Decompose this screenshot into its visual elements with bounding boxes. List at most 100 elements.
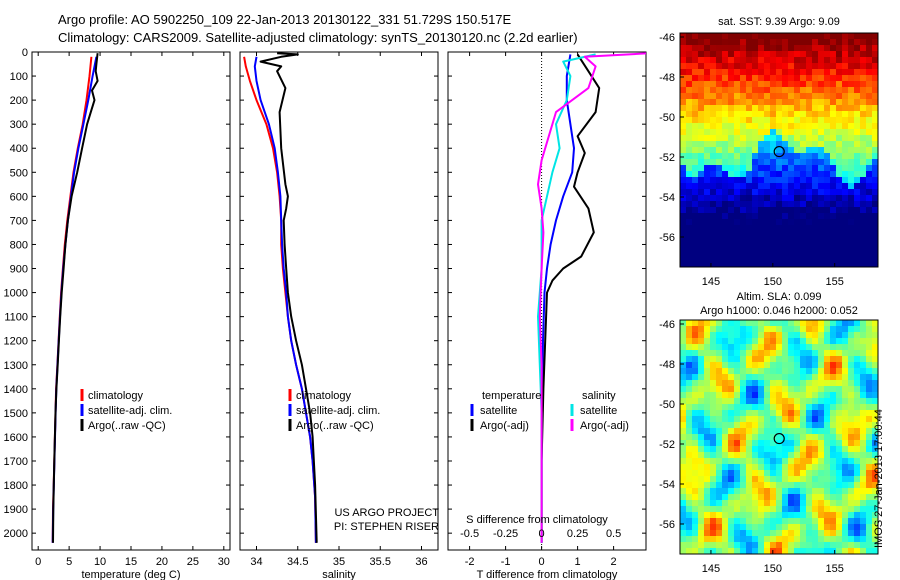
heatmap-cell [728,183,734,189]
heatmap-cell [818,428,824,434]
heatmap-cell [728,512,734,518]
annotation-text: PI: STEPHEN RISER [334,521,439,533]
heatmap-cell [722,69,728,75]
heatmap-cells [680,320,878,554]
heatmap-cell [728,51,734,57]
heatmap-cell [860,183,866,189]
heatmap-cell [680,141,686,147]
heatmap-cell [830,440,836,446]
heatmap-cell [770,458,776,464]
heatmap-cell [710,33,716,39]
heatmap-cell [746,542,752,548]
heatmap-cell [704,237,710,243]
heatmap-cell [788,111,794,117]
heatmap-cell [860,398,866,404]
heatmap-cell [698,207,704,213]
heatmap-cell [806,548,812,554]
heatmap-cell [680,518,686,524]
heatmap-cell [764,536,770,542]
heatmap-cell [752,51,758,57]
heatmap-cell [824,63,830,69]
heatmap-cell [770,123,776,129]
heatmap-cell [746,105,752,111]
heatmap-cell [758,159,764,165]
heatmap-cell [866,147,872,153]
heatmap-cell [794,542,800,548]
heatmap-cell [758,326,764,332]
heatmap-cell [872,326,878,332]
heatmap-cell [860,45,866,51]
heatmap-cell [686,87,692,93]
heatmap-cell [722,105,728,111]
heatmap-cell [812,476,818,482]
heatmap-cell [842,518,848,524]
heatmap-cell [752,332,758,338]
heatmap-cell [770,422,776,428]
heatmap-cell [782,404,788,410]
heatmap-cell [752,237,758,243]
heatmap-cell [800,45,806,51]
heatmap-cell [824,45,830,51]
heatmap-cell [818,153,824,159]
heatmap-cell [782,105,788,111]
heatmap-cell [776,135,782,141]
heatmap-cell [842,135,848,141]
heatmap-cell [704,530,710,536]
heatmap-cell [716,237,722,243]
heatmap-cell [686,51,692,57]
heatmap-cell [848,111,854,117]
heatmap-cell [728,81,734,87]
heatmap-cell [758,261,764,267]
heatmap-cell [866,123,872,129]
heatmap-cell [710,183,716,189]
heatmap-cell [812,404,818,410]
heatmap-cell [722,81,728,87]
heatmap-cell [788,482,794,488]
heatmap-cell [728,326,734,332]
heatmap-cell [848,482,854,488]
heatmap-cell [710,518,716,524]
heatmap-cell [782,39,788,45]
heatmap-cell [698,530,704,536]
heatmap-cell [734,380,740,386]
heatmap-cell [710,45,716,51]
heatmap-cell [818,320,824,326]
heatmap-cell [686,404,692,410]
heatmap-cell [728,225,734,231]
heatmap-cell [692,147,698,153]
heatmap-cell [854,434,860,440]
heatmap-cell [716,332,722,338]
heatmap-cell [866,542,872,548]
heatmap-cell [686,470,692,476]
heatmap-cell [722,87,728,93]
heatmap-cell [770,243,776,249]
heatmap-cell [848,518,854,524]
heatmap-cell [872,488,878,494]
heatmap-cell [824,75,830,81]
heatmap-cell [680,494,686,500]
heatmap-cell [740,344,746,350]
heatmap-cell [692,548,698,554]
heatmap-cell [716,434,722,440]
heatmap-cell [716,326,722,332]
heatmap-cell [746,81,752,87]
series-line-2 [537,53,596,543]
heatmap-cell [758,362,764,368]
heatmap-cell [710,434,716,440]
heatmap-cell [860,422,866,428]
legend-label: Argo(..raw -QC) [88,420,166,432]
heatmap-cell [818,81,824,87]
heatmap-cell [812,99,818,105]
heatmap-cell [854,243,860,249]
heatmap-cell [806,446,812,452]
heatmap-cell [758,350,764,356]
heatmap-cell [836,482,842,488]
heatmap-cell [842,446,848,452]
heatmap-cell [794,356,800,362]
heatmap-cell [848,57,854,63]
heatmap-cell [740,488,746,494]
heatmap-cell [764,440,770,446]
heatmap-cell [842,249,848,255]
heatmap-cell [734,129,740,135]
heatmap-cell [836,153,842,159]
